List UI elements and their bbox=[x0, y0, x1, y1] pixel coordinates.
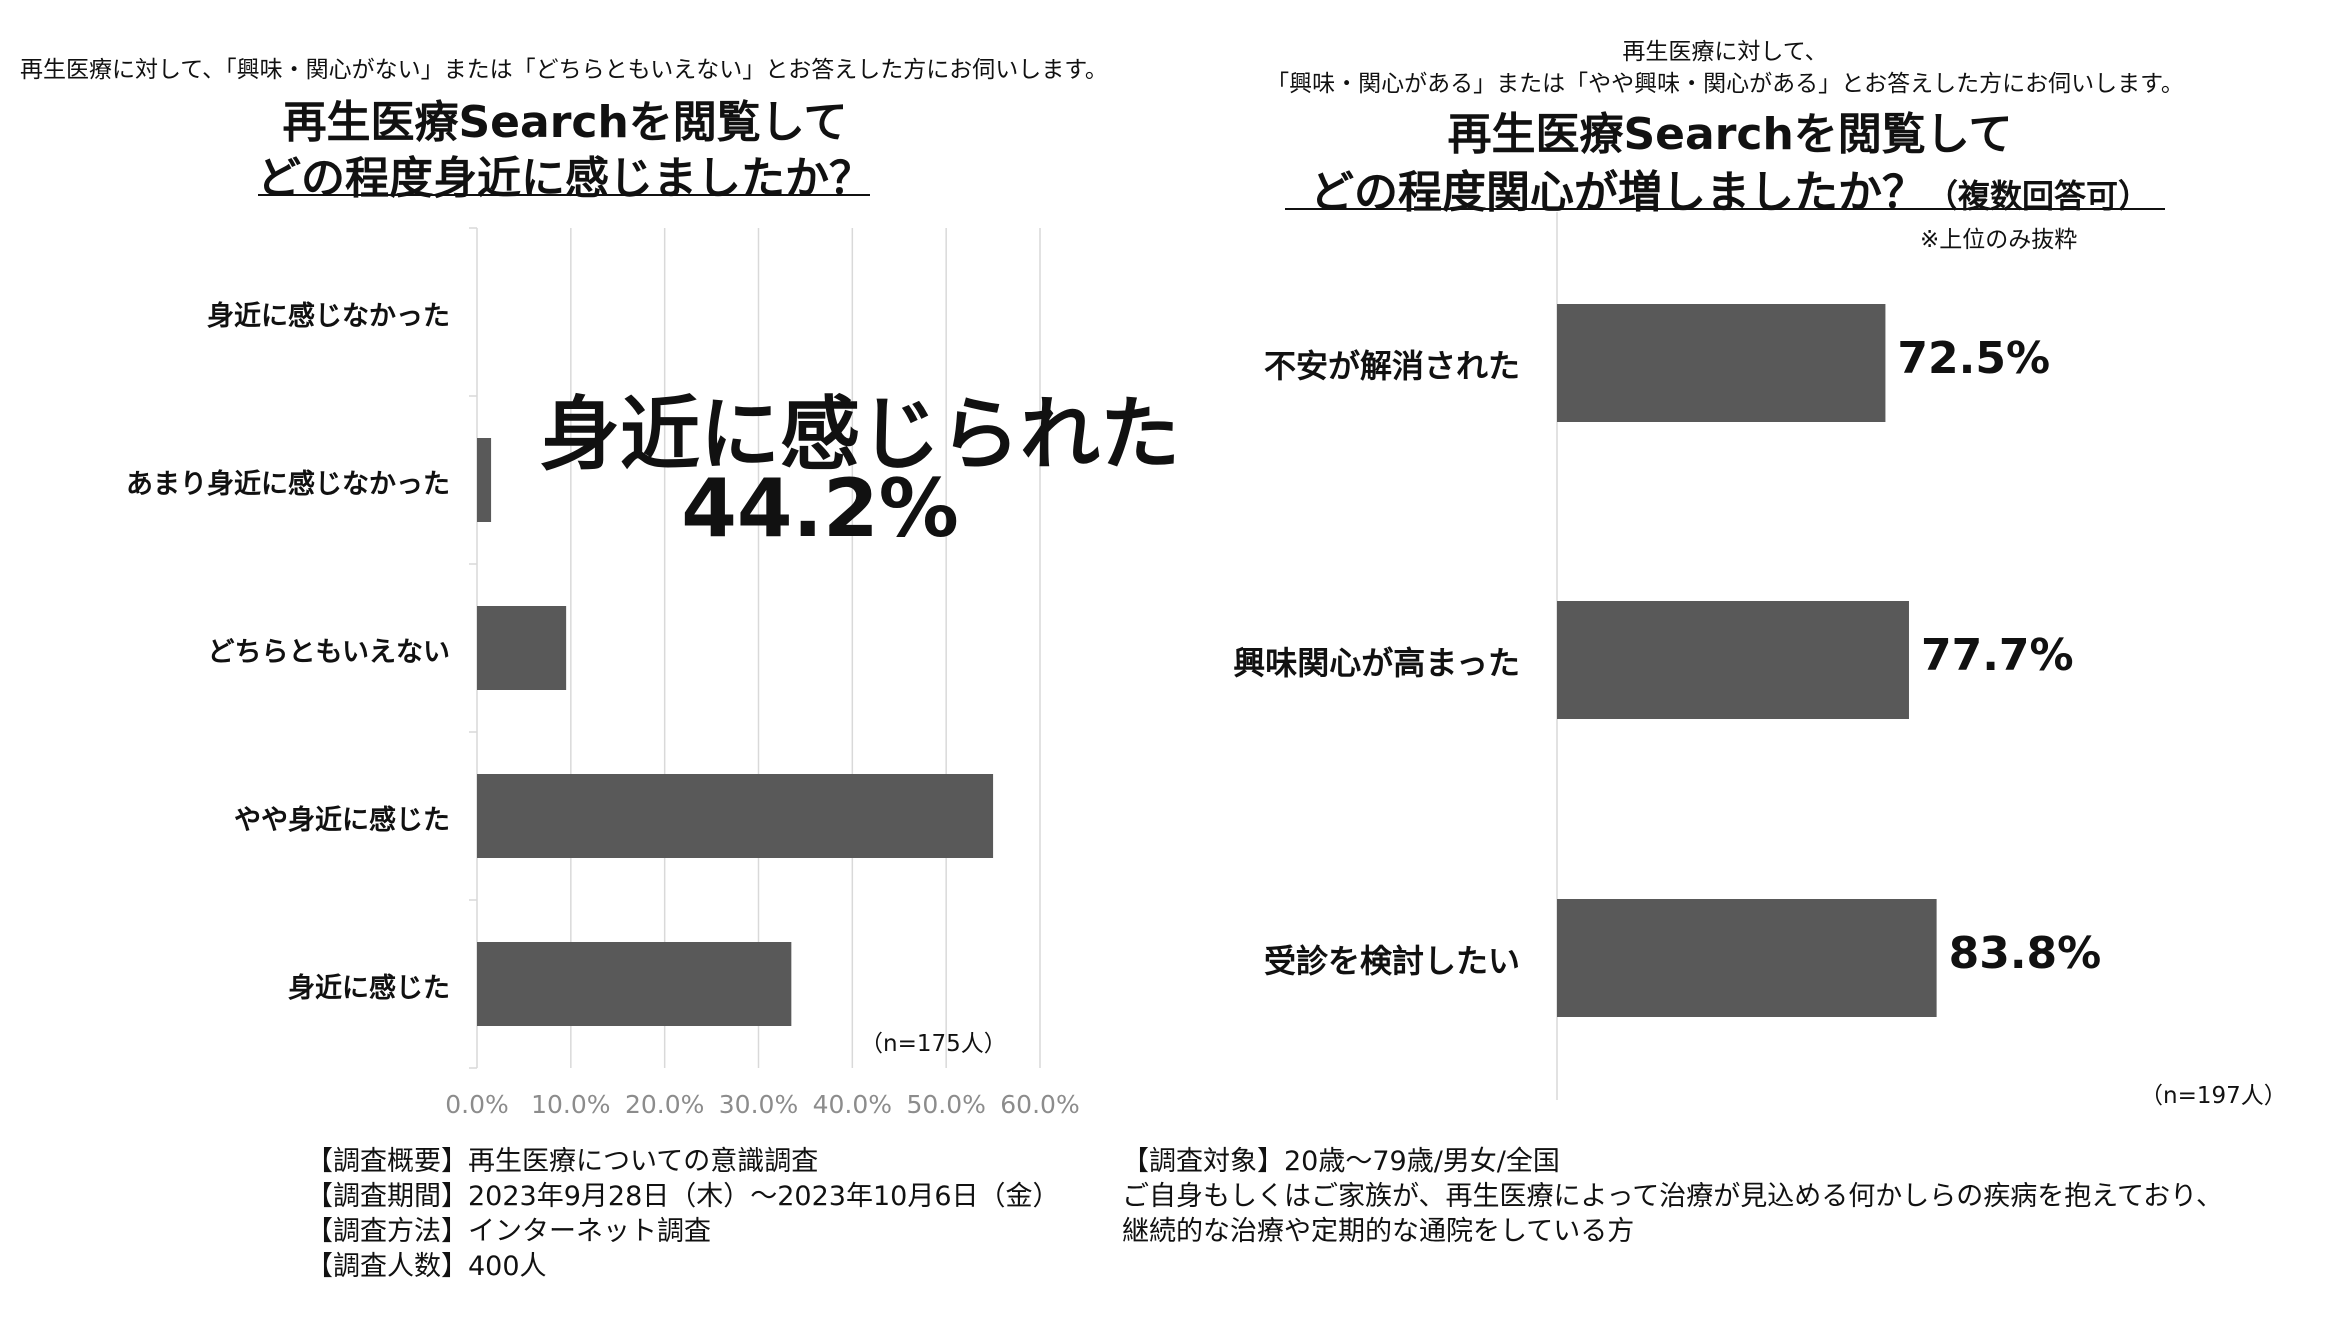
survey-note-line: 【調査対象】20歳～79歳/男女/全国 bbox=[1122, 1146, 1560, 1177]
survey-note-line: 継続的な治療や定期的な通院をしている方 bbox=[1122, 1216, 1635, 1247]
survey-note-line: 【調査概要】再生医療についての意識調査 bbox=[306, 1146, 819, 1177]
right-top-only-note: ※上位のみ抜粋 bbox=[1920, 227, 2078, 253]
y-tick-label: 身近に感じた bbox=[288, 973, 450, 1004]
bar bbox=[477, 774, 994, 858]
survey-target-notes: 【調査対象】20歳～79歳/男女/全国 ご自身もしくはご家族が、再生医療によって… bbox=[1122, 1144, 2224, 1249]
bar bbox=[1557, 899, 1937, 1017]
x-tick-label: 20.0% bbox=[624, 1090, 705, 1119]
x-tick-label: 60.0% bbox=[1000, 1090, 1080, 1119]
x-tick-label: 50.0% bbox=[906, 1090, 986, 1119]
right-title-underline bbox=[1285, 208, 2165, 210]
left-chart-title-line1: 再生医療Searchを閲覧して bbox=[282, 97, 848, 148]
survey-note-line: ご自身もしくはご家族が、再生医療によって治療が見込める何かしらの疾病を抱えており… bbox=[1122, 1181, 2224, 1212]
bar bbox=[477, 606, 567, 690]
bar bbox=[477, 942, 792, 1026]
left-callout-value: 44.2% bbox=[681, 462, 959, 555]
data-label: 77.7% bbox=[1920, 630, 2074, 681]
y-tick-label: どちらともいえない bbox=[207, 637, 450, 668]
x-tick-label: 30.0% bbox=[718, 1090, 799, 1119]
data-label: 83.8% bbox=[1948, 928, 2102, 979]
left-intro-text: 再生医療に対して、「興味・関心がない」または「どちらともいえない」とお答えした方… bbox=[20, 57, 1108, 83]
y-tick-label: あまり身近に感じなかった bbox=[126, 469, 450, 500]
x-tick-label: 40.0% bbox=[812, 1090, 893, 1119]
x-tick-label: 10.0% bbox=[531, 1090, 611, 1119]
right-chart-title-line2: どの程度関心が増しましたか？（複数回答可） bbox=[1280, 156, 2180, 220]
survey-note-line: 【調査人数】400人 bbox=[306, 1251, 547, 1282]
right-chart-title-line1: 再生医療Searchを閲覧して bbox=[1447, 109, 2013, 160]
bar bbox=[477, 438, 492, 522]
survey-note-line: 【調査方法】インターネット調査 bbox=[306, 1216, 711, 1247]
right-title-main: どの程度関心が増しましたか？ bbox=[1309, 167, 1926, 218]
y-tick-label: 受診を検討したい bbox=[1263, 942, 1520, 980]
right-intro-line1: 再生医療に対して、 bbox=[1622, 39, 1828, 65]
right-sample-size: （n=197人） bbox=[2140, 1083, 2287, 1109]
y-tick-label: 不安が解消された bbox=[1263, 347, 1520, 385]
survey-note-line: 【調査期間】2023年9月28日（木）～2023年10月6日（金） bbox=[306, 1181, 1060, 1212]
data-label: 72.5% bbox=[1897, 333, 2051, 384]
bar bbox=[1557, 304, 1886, 422]
left-sample-size: （n=175人） bbox=[860, 1031, 1007, 1057]
right-intro-line2: 「興味・関心がある」または「やや興味・関心がある」とお答えした方にお伺いします。 bbox=[1266, 71, 2184, 97]
y-tick-label: 興味関心が高まった bbox=[1233, 644, 1520, 682]
y-tick-label: やや身近に感じた bbox=[234, 805, 450, 836]
left-title-underline bbox=[258, 194, 870, 196]
survey-overview-notes: 【調査概要】再生医療についての意識調査 【調査期間】2023年9月28日（木）～… bbox=[306, 1144, 1126, 1284]
x-tick-label: 0.0% bbox=[445, 1090, 509, 1119]
bar bbox=[1557, 601, 1909, 719]
y-tick-label: 身近に感じなかった bbox=[207, 301, 450, 332]
left-callout-label: 身近に感じられた bbox=[540, 388, 1180, 481]
